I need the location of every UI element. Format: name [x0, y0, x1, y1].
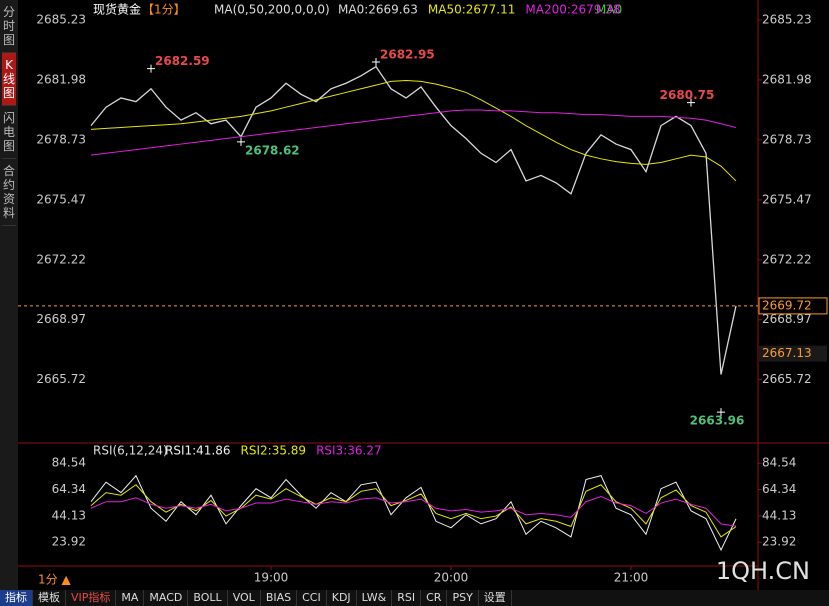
legend-entry: RSI1:41.86 — [165, 444, 231, 458]
series-line — [90, 79, 737, 182]
indicator-tab[interactable]: KDJ — [327, 590, 357, 606]
period-button[interactable]: 1分 ▲ — [38, 573, 71, 587]
extreme-label: 2682.95 — [380, 48, 435, 62]
indicator-tab[interactable]: MACD — [144, 590, 189, 606]
extreme-label: 2678.62 — [245, 143, 300, 157]
sidebar: 分时图 K线图 闪电图 合约资料 — [0, 0, 18, 590]
indicator-tab[interactable]: MA — [116, 590, 145, 606]
series-line — [90, 474, 737, 552]
y-tick-label-right: 2681.98 — [762, 72, 812, 86]
chart-area: 现货黄金 【1分】 MA(0,50,200,0,0,0) MA0 RSI(6,1… — [18, 0, 829, 590]
y-tick-label-right: 2672.22 — [762, 252, 812, 266]
indicator-tab[interactable]: 设置 — [479, 590, 512, 606]
extreme-label: 2680.75 — [660, 88, 715, 102]
last-price-label: 2669.72 — [762, 298, 812, 312]
side-tab[interactable]: 闪电图 — [2, 106, 16, 159]
y-tick-label-right: 84.54 — [762, 456, 796, 470]
indicator-tab[interactable]: 指标 — [0, 590, 33, 606]
legend-entry: MA0:2669.63 — [338, 3, 418, 17]
indicator-tab[interactable]: VIP指标 — [66, 590, 117, 606]
y-tick-label: 2685.23 — [36, 13, 86, 27]
extreme-marker — [372, 58, 380, 67]
y-tick-label: 2678.73 — [36, 132, 86, 146]
series-line — [90, 65, 737, 375]
indicator-tab[interactable]: BOLL — [188, 590, 228, 606]
extreme-marker — [237, 137, 245, 146]
indicator-tab[interactable]: CCI — [297, 590, 327, 606]
indicator-tab[interactable]: VOL — [228, 590, 261, 606]
y-tick-label: 44.13 — [52, 508, 86, 522]
y-tick-label-right: 2675.47 — [762, 192, 812, 206]
y-tick-label: 2672.22 — [36, 252, 86, 266]
legend-entry: RSI2:35.89 — [241, 444, 307, 458]
level-box — [759, 345, 827, 362]
y-tick-label-right: 2678.73 — [762, 132, 812, 146]
y-tick-label-right: 64.34 — [762, 482, 796, 496]
side-tab[interactable]: 分时图 — [2, 0, 16, 53]
y-tick-label-right: 2668.97 — [762, 312, 812, 326]
series-line — [90, 484, 737, 538]
instrument: 现货黄金 — [93, 2, 141, 17]
indicator-tabs: 指标 模板 VIP指标 MA MACD BOLL VOL BIAS CCI KDJ LW& RSI CR… — [0, 590, 829, 606]
side-tab[interactable]: K线图 — [2, 53, 16, 106]
x-tick-label: 19:00 — [254, 571, 289, 585]
last-price-box — [758, 297, 828, 315]
y-tick-label: 2665.72 — [36, 372, 86, 386]
y-tick-label: 2675.47 — [36, 192, 86, 206]
y-tick-label-right: 2665.72 — [762, 372, 812, 386]
extreme-label: 2682.59 — [155, 54, 210, 68]
x-tick-label: 20:00 — [434, 571, 469, 585]
watermark: 1QH.CN — [716, 557, 810, 585]
series-line — [90, 495, 737, 527]
indicator-tab[interactable]: BIAS — [261, 590, 298, 606]
ma-setting: MA(0,50,200,0,0,0) — [214, 3, 330, 17]
ma0-tail: MA0 — [596, 3, 622, 17]
side-tab[interactable]: 合约资料 — [2, 159, 16, 226]
y-tick-label: 2681.98 — [36, 72, 86, 86]
indicator-tab[interactable]: 模板 — [33, 590, 66, 606]
y-tick-label: 64.34 — [52, 482, 86, 496]
y-tick-label: 84.54 — [52, 456, 86, 470]
legend-entry: MA50:2677.11 — [428, 3, 516, 17]
series-line — [90, 109, 737, 156]
extreme-marker — [717, 408, 725, 417]
extreme-marker — [687, 98, 695, 107]
extreme-marker — [147, 64, 155, 73]
legend-entry: MA200:2679.38 — [525, 3, 620, 17]
extreme-label: 2663.96 — [690, 414, 745, 428]
level-label: 2667.13 — [762, 346, 812, 360]
indicator-tab[interactable]: LW& — [357, 590, 393, 606]
indicator-tab[interactable]: RSI — [392, 590, 422, 606]
y-tick-label-right: 2685.23 — [762, 13, 812, 27]
indicator-tab[interactable]: CR — [421, 590, 448, 606]
legend-entry: RSI3:36.27 — [316, 444, 382, 458]
y-tick-label-right: 23.92 — [762, 535, 796, 549]
rsi-setting: RSI(6,12,24) — [93, 444, 168, 458]
x-tick-label: 21:00 — [614, 571, 649, 585]
period: 【1分】 — [142, 3, 186, 17]
y-tick-label: 2668.97 — [36, 312, 86, 326]
y-tick-label: 23.92 — [52, 535, 86, 549]
y-tick-label-right: 44.13 — [762, 508, 796, 522]
indicator-tab[interactable]: PSY — [447, 590, 479, 606]
